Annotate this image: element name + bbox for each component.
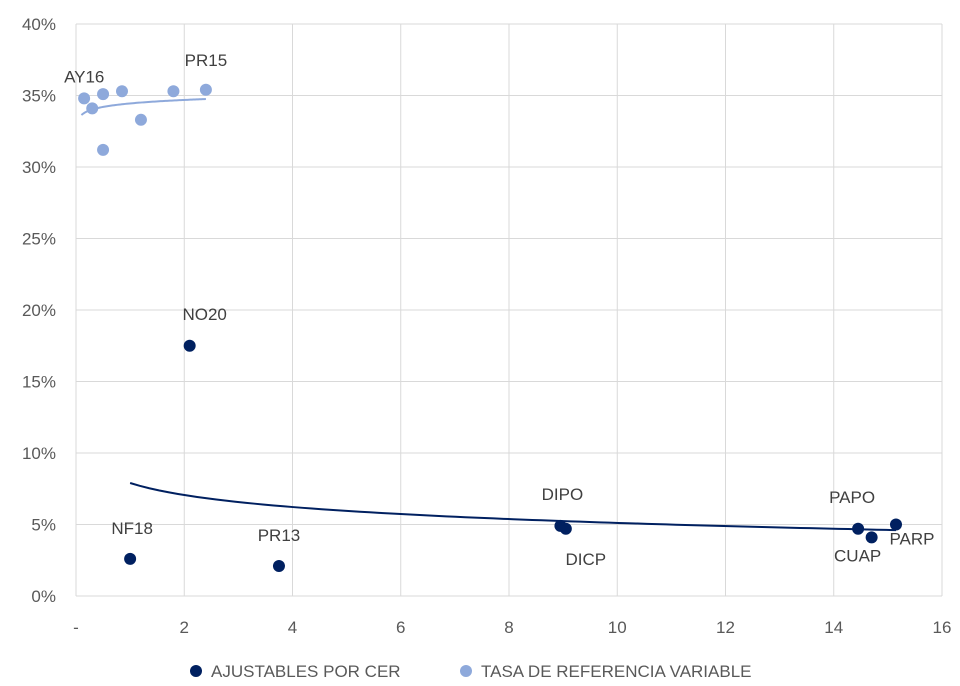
legend-label: AJUSTABLES POR CER	[211, 662, 401, 681]
data-label: PAPO	[829, 488, 875, 507]
x-tick-label: 2	[180, 618, 189, 637]
data-point	[124, 552, 137, 565]
x-tick-label: 8	[504, 618, 513, 637]
data-point	[852, 522, 865, 535]
trendline	[129, 482, 897, 532]
data-point	[865, 531, 878, 544]
data-point	[116, 85, 129, 98]
y-tick-label: 40%	[22, 15, 56, 34]
data-point	[167, 85, 180, 98]
data-label: DIPO	[542, 485, 584, 504]
data-label: AY16	[64, 67, 104, 86]
data-point	[97, 143, 110, 156]
y-tick-label: 35%	[22, 87, 56, 106]
data-point	[86, 102, 99, 115]
x-tick-label: 4	[288, 618, 297, 637]
y-tick-label: 25%	[22, 230, 56, 249]
data-point	[183, 339, 196, 352]
x-tick-label: 14	[824, 618, 843, 637]
data-label: PR15	[185, 51, 228, 70]
data-point	[889, 518, 902, 531]
data-point	[97, 88, 110, 101]
y-tick-label: 15%	[22, 373, 56, 392]
legend-label: TASA DE REFERENCIA VARIABLE	[481, 662, 752, 681]
x-tick-label: 12	[716, 618, 735, 637]
x-tick-label: 10	[608, 618, 627, 637]
data-label: PARP	[889, 530, 934, 549]
legend-marker	[190, 665, 202, 677]
data-label: NO20	[182, 305, 226, 324]
data-point	[78, 92, 91, 105]
legend-marker	[460, 665, 472, 677]
y-tick-label: 0%	[31, 587, 56, 606]
data-label: PR13	[258, 526, 301, 545]
x-tick-label: 16	[933, 618, 952, 637]
data-label: CUAP	[834, 546, 881, 565]
x-tick-label: -	[73, 618, 79, 637]
y-tick-label: 10%	[22, 444, 56, 463]
data-point	[134, 113, 147, 126]
x-tick-label: 6	[396, 618, 405, 637]
data-label: DICP	[566, 550, 607, 569]
y-tick-label: 30%	[22, 158, 56, 177]
y-tick-label: 5%	[31, 516, 56, 535]
data-point	[199, 83, 212, 96]
trendline	[80, 98, 206, 116]
data-point	[272, 559, 285, 572]
data-label: NF18	[111, 519, 153, 538]
y-tick-label: 20%	[22, 301, 56, 320]
data-point	[559, 522, 572, 535]
